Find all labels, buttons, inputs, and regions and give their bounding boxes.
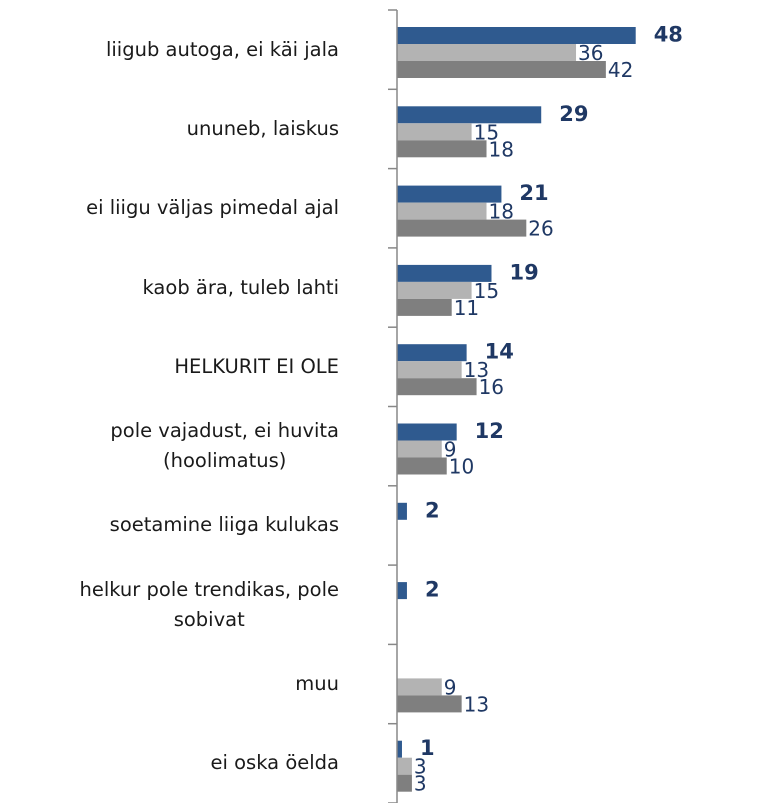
bar [397, 61, 606, 78]
category-text: soetamine liiga kulukas [109, 513, 339, 537]
category-label: muu [0, 669, 368, 699]
bar [397, 695, 462, 713]
bar [397, 298, 452, 316]
bar [397, 106, 542, 124]
value-label: 3 [414, 755, 427, 779]
value-label: 48 [654, 23, 683, 47]
category-label: soetamine liiga kulukas [0, 510, 368, 540]
value-label: 42 [608, 58, 633, 82]
bar [397, 502, 407, 520]
category-text: helkur pole trendikas, pole sobivat [79, 577, 339, 631]
bar [397, 281, 472, 299]
category-label: ei oska öelda [0, 748, 368, 778]
bar [397, 44, 577, 61]
bar [397, 440, 442, 458]
bar [397, 123, 472, 141]
value-label: 3 [414, 772, 427, 796]
value-label: 10 [449, 455, 474, 479]
value-label: 18 [489, 137, 514, 161]
category-text: muu [295, 672, 339, 696]
bar [397, 140, 487, 158]
bar [397, 185, 502, 203]
bar [397, 423, 457, 441]
category-text: kaob ära, tuleb lahti [142, 275, 339, 299]
category-text: ei liigu väljas pimedal ajal [86, 196, 339, 220]
bar [397, 264, 492, 282]
category-text: ununeb, laiskus [186, 116, 339, 140]
value-label: 9 [444, 675, 457, 699]
bar [397, 740, 402, 758]
bar [397, 774, 412, 792]
category-label: ei liigu väljas pimedal ajal [0, 193, 368, 223]
category-label: liigub autoga, ei käi jala [0, 35, 368, 65]
value-label: 15 [474, 279, 499, 303]
category-text: pole vajadust, ei huvita (hoolimatus) [110, 419, 339, 473]
value-label: 16 [479, 375, 504, 399]
bar [397, 378, 477, 396]
bar [397, 582, 407, 600]
value-label: 13 [464, 692, 489, 716]
value-label: 21 [519, 181, 548, 205]
value-label: 11 [454, 296, 479, 320]
value-label: 2 [425, 498, 440, 522]
category-text: ei oska öelda [210, 751, 339, 775]
bar [397, 27, 636, 44]
bar [397, 757, 412, 775]
value-label: 26 [528, 217, 553, 241]
value-label: 2 [425, 578, 440, 602]
category-label: pole vajadust, ei huvita (hoolimatus) [0, 416, 368, 476]
category-label: HELKURIT EI OLE [0, 352, 368, 382]
category-text: HELKURIT EI OLE [174, 354, 339, 378]
value-label: 12 [475, 419, 504, 443]
category-label: helkur pole trendikas, pole sobivat [0, 575, 368, 635]
bar [397, 457, 447, 475]
category-label: kaob ära, tuleb lahti [0, 273, 368, 303]
category-text: liigub autoga, ei käi jala [105, 37, 339, 61]
category-label: ununeb, laiskus [0, 114, 368, 144]
value-label: 14 [485, 340, 514, 364]
value-label: 1 [420, 736, 435, 760]
value-label: 9 [444, 438, 457, 462]
value-label: 19 [509, 260, 538, 284]
bar [397, 344, 467, 362]
bar [397, 678, 442, 696]
bar [397, 202, 487, 220]
bar [397, 361, 462, 379]
bar [397, 219, 527, 237]
value-label: 29 [559, 102, 588, 126]
